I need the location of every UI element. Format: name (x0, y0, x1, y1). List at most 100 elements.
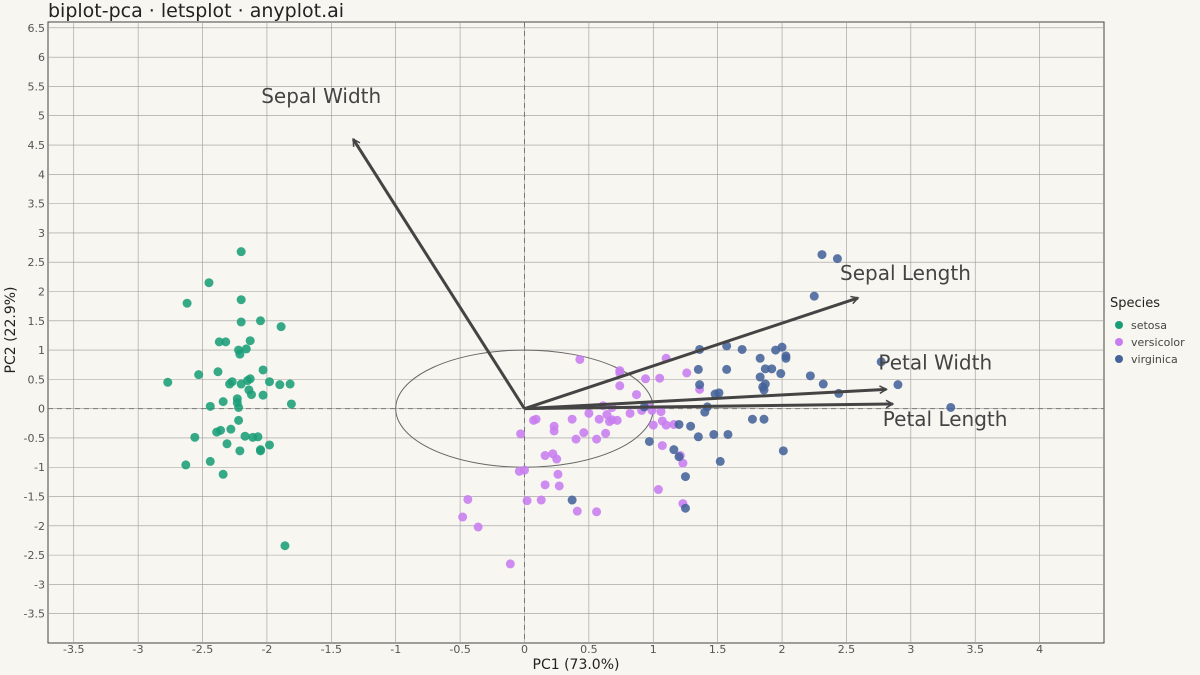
data-point-versicolor (604, 417, 614, 427)
data-point-versicolor (579, 428, 589, 438)
x-tick-label: -0.5 (449, 643, 470, 656)
data-point-virginica (693, 364, 703, 374)
data-point-virginica (680, 472, 690, 482)
data-point-virginica (876, 357, 886, 367)
data-point-versicolor (648, 420, 658, 430)
data-point-versicolor (540, 451, 550, 461)
data-point-setosa (285, 379, 295, 389)
data-point-virginica (674, 419, 684, 429)
data-point-virginica (709, 429, 719, 439)
data-point-virginica (700, 407, 710, 417)
data-point-setosa (236, 295, 246, 305)
x-tick-label: 1.5 (709, 643, 727, 656)
x-tick-label: 3 (907, 643, 914, 656)
data-point-setosa (275, 380, 285, 390)
data-point-virginica (760, 364, 770, 374)
loading-arrow (524, 389, 886, 411)
loading-label: Petal Width (878, 350, 992, 374)
data-point-virginica (747, 414, 757, 424)
data-point-setosa (258, 390, 268, 400)
reference-lines (48, 22, 1104, 643)
data-point-setosa (286, 399, 296, 409)
data-point-setosa (234, 402, 244, 412)
data-point-virginica (695, 380, 705, 390)
data-point-versicolor (655, 373, 665, 383)
legend-marker-versicolor (1115, 338, 1123, 346)
y-tick-label: -2 (34, 520, 45, 533)
data-point-virginica (778, 446, 788, 456)
loading-label: Sepal Width (261, 84, 381, 108)
data-point-setosa (182, 298, 192, 308)
x-tick-label: -3.5 (63, 643, 84, 656)
data-point-setosa (214, 337, 224, 347)
data-point-versicolor (540, 480, 550, 490)
data-point-versicolor (653, 485, 663, 495)
data-point-virginica (710, 389, 720, 399)
x-tick-label: -3 (133, 643, 144, 656)
data-point-versicolor (567, 414, 577, 424)
data-point-setosa (280, 541, 290, 551)
data-point-virginica (680, 503, 690, 513)
data-point-versicolor (625, 408, 635, 418)
y-tick-label: 5 (38, 110, 45, 123)
loading-arrow (351, 139, 526, 410)
data-point-virginica (777, 342, 787, 352)
data-point-setosa (194, 370, 204, 380)
data-point-versicolor (514, 466, 524, 476)
data-point-virginica (776, 369, 786, 379)
data-point-versicolor (632, 390, 642, 400)
data-point-virginica (893, 380, 903, 390)
data-point-versicolor (615, 381, 625, 391)
data-point-versicolor (531, 414, 541, 424)
data-point-virginica (946, 402, 956, 412)
data-point-virginica (686, 421, 696, 431)
data-point-virginica (722, 364, 732, 374)
y-tick-label: -2.5 (24, 549, 45, 562)
data-point-versicolor (601, 428, 611, 438)
data-point-virginica (755, 372, 765, 382)
data-point-setosa (276, 322, 286, 332)
x-tick-label: 2.5 (838, 643, 856, 656)
data-point-virginica (809, 291, 819, 301)
legend-marker-virginica (1115, 355, 1123, 363)
legend-marker-setosa (1115, 321, 1123, 329)
data-point-setosa (218, 469, 228, 479)
data-point-virginica (723, 429, 733, 439)
data-point-virginica (817, 250, 827, 260)
data-point-versicolor (554, 481, 564, 491)
y-tick-label: -1.5 (24, 491, 45, 504)
y-tick-label: -0.5 (24, 432, 45, 445)
data-point-setosa (265, 440, 275, 450)
data-point-setosa (246, 390, 256, 400)
data-point-setosa (190, 432, 200, 442)
data-point-versicolor (682, 368, 692, 378)
data-point-versicolor (571, 434, 581, 444)
y-tick-label: -3.5 (24, 608, 45, 621)
data-point-versicolor (657, 441, 667, 451)
x-tick-label: 0 (521, 643, 528, 656)
grid-lines (47, 21, 1105, 644)
data-point-setosa (205, 401, 215, 411)
y-tick-label: -1 (34, 461, 45, 474)
legend-title: Species (1110, 296, 1160, 311)
y-tick-label: 5.5 (28, 80, 46, 93)
loading-vectors: Sepal Length Sepal Width Petal Length Petal… (261, 84, 1007, 431)
data-point-versicolor (612, 415, 622, 425)
data-point-setosa (226, 424, 236, 434)
y-tick-label: 2 (38, 285, 45, 298)
x-tick-label: -1.5 (321, 643, 342, 656)
legend: Species setosa versicolor virginica (1110, 296, 1185, 366)
data-point-virginica (737, 344, 747, 354)
data-point-setosa (181, 460, 191, 470)
data-point-setosa (241, 344, 251, 354)
data-point-virginica (693, 432, 703, 442)
x-tick-label: -2.5 (192, 643, 213, 656)
y-tick-label: 4.5 (28, 139, 46, 152)
y-tick-label: 0.5 (28, 373, 46, 386)
data-point-virginica (715, 456, 725, 466)
x-tick-label: 1 (650, 643, 657, 656)
loading-arrow (524, 298, 858, 411)
data-point-setosa (221, 337, 231, 347)
data-point-setosa (236, 247, 246, 257)
data-point-setosa (255, 316, 265, 326)
